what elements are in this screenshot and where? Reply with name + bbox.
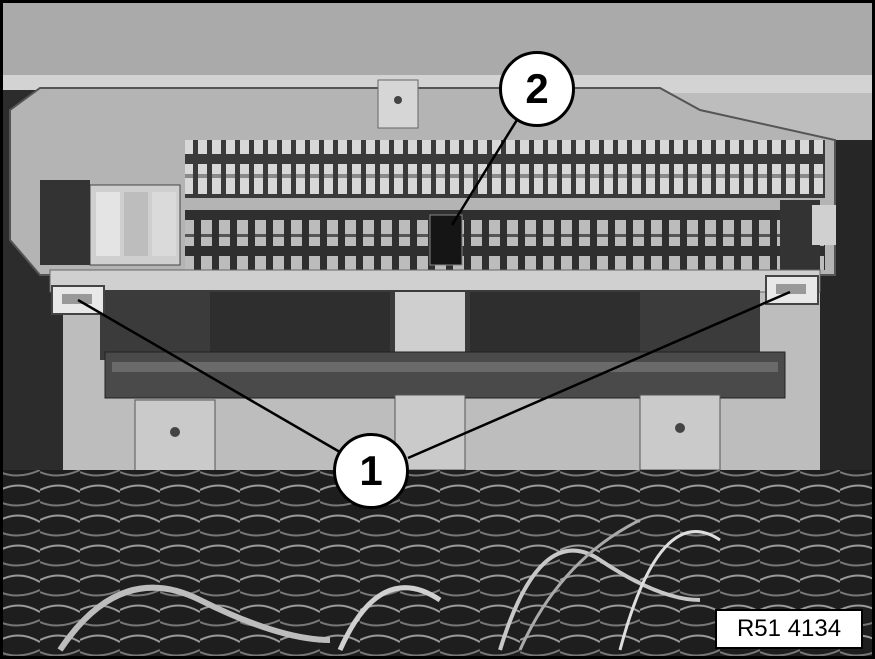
wire-harness-4	[618, 530, 721, 651]
reference-code: R51 4134	[715, 609, 863, 649]
module-rail-stripe	[112, 362, 778, 372]
mount-screw-left	[170, 427, 180, 437]
module-plate-right	[470, 292, 640, 352]
fuse-row-bottom	[185, 210, 825, 270]
module-plate-center	[395, 292, 465, 352]
wire-harness-3	[498, 548, 701, 651]
relay-left-3	[152, 192, 176, 256]
leader-line-1b	[407, 290, 791, 460]
callout-1: 1	[333, 433, 409, 509]
wire-harness-1	[57, 584, 331, 652]
callout-2-label: 2	[525, 65, 549, 112]
connector-left	[40, 180, 90, 265]
leader-line-1a	[77, 298, 346, 457]
side-tab-right	[812, 205, 836, 245]
clip-right-slot	[776, 284, 806, 294]
dashboard-top	[3, 3, 872, 83]
mount-screw-right	[675, 423, 685, 433]
module-rail-upper	[49, 269, 821, 293]
relay-left-2	[124, 192, 148, 256]
leader-line-2	[450, 114, 522, 226]
module-plate-left	[210, 292, 390, 352]
relay-left-1	[96, 192, 120, 256]
callout-2: 2	[499, 51, 575, 127]
reference-code-text: R51 4134	[736, 615, 842, 642]
component-2	[429, 214, 463, 266]
fuse-row-top	[185, 140, 825, 198]
wire-harness-5	[518, 518, 641, 651]
clip-left-slot	[62, 294, 92, 304]
wire-harness-2	[337, 585, 442, 652]
bracket-screw	[394, 96, 402, 104]
mount-bracket-left	[134, 399, 216, 476]
callout-1-label: 1	[359, 447, 383, 494]
